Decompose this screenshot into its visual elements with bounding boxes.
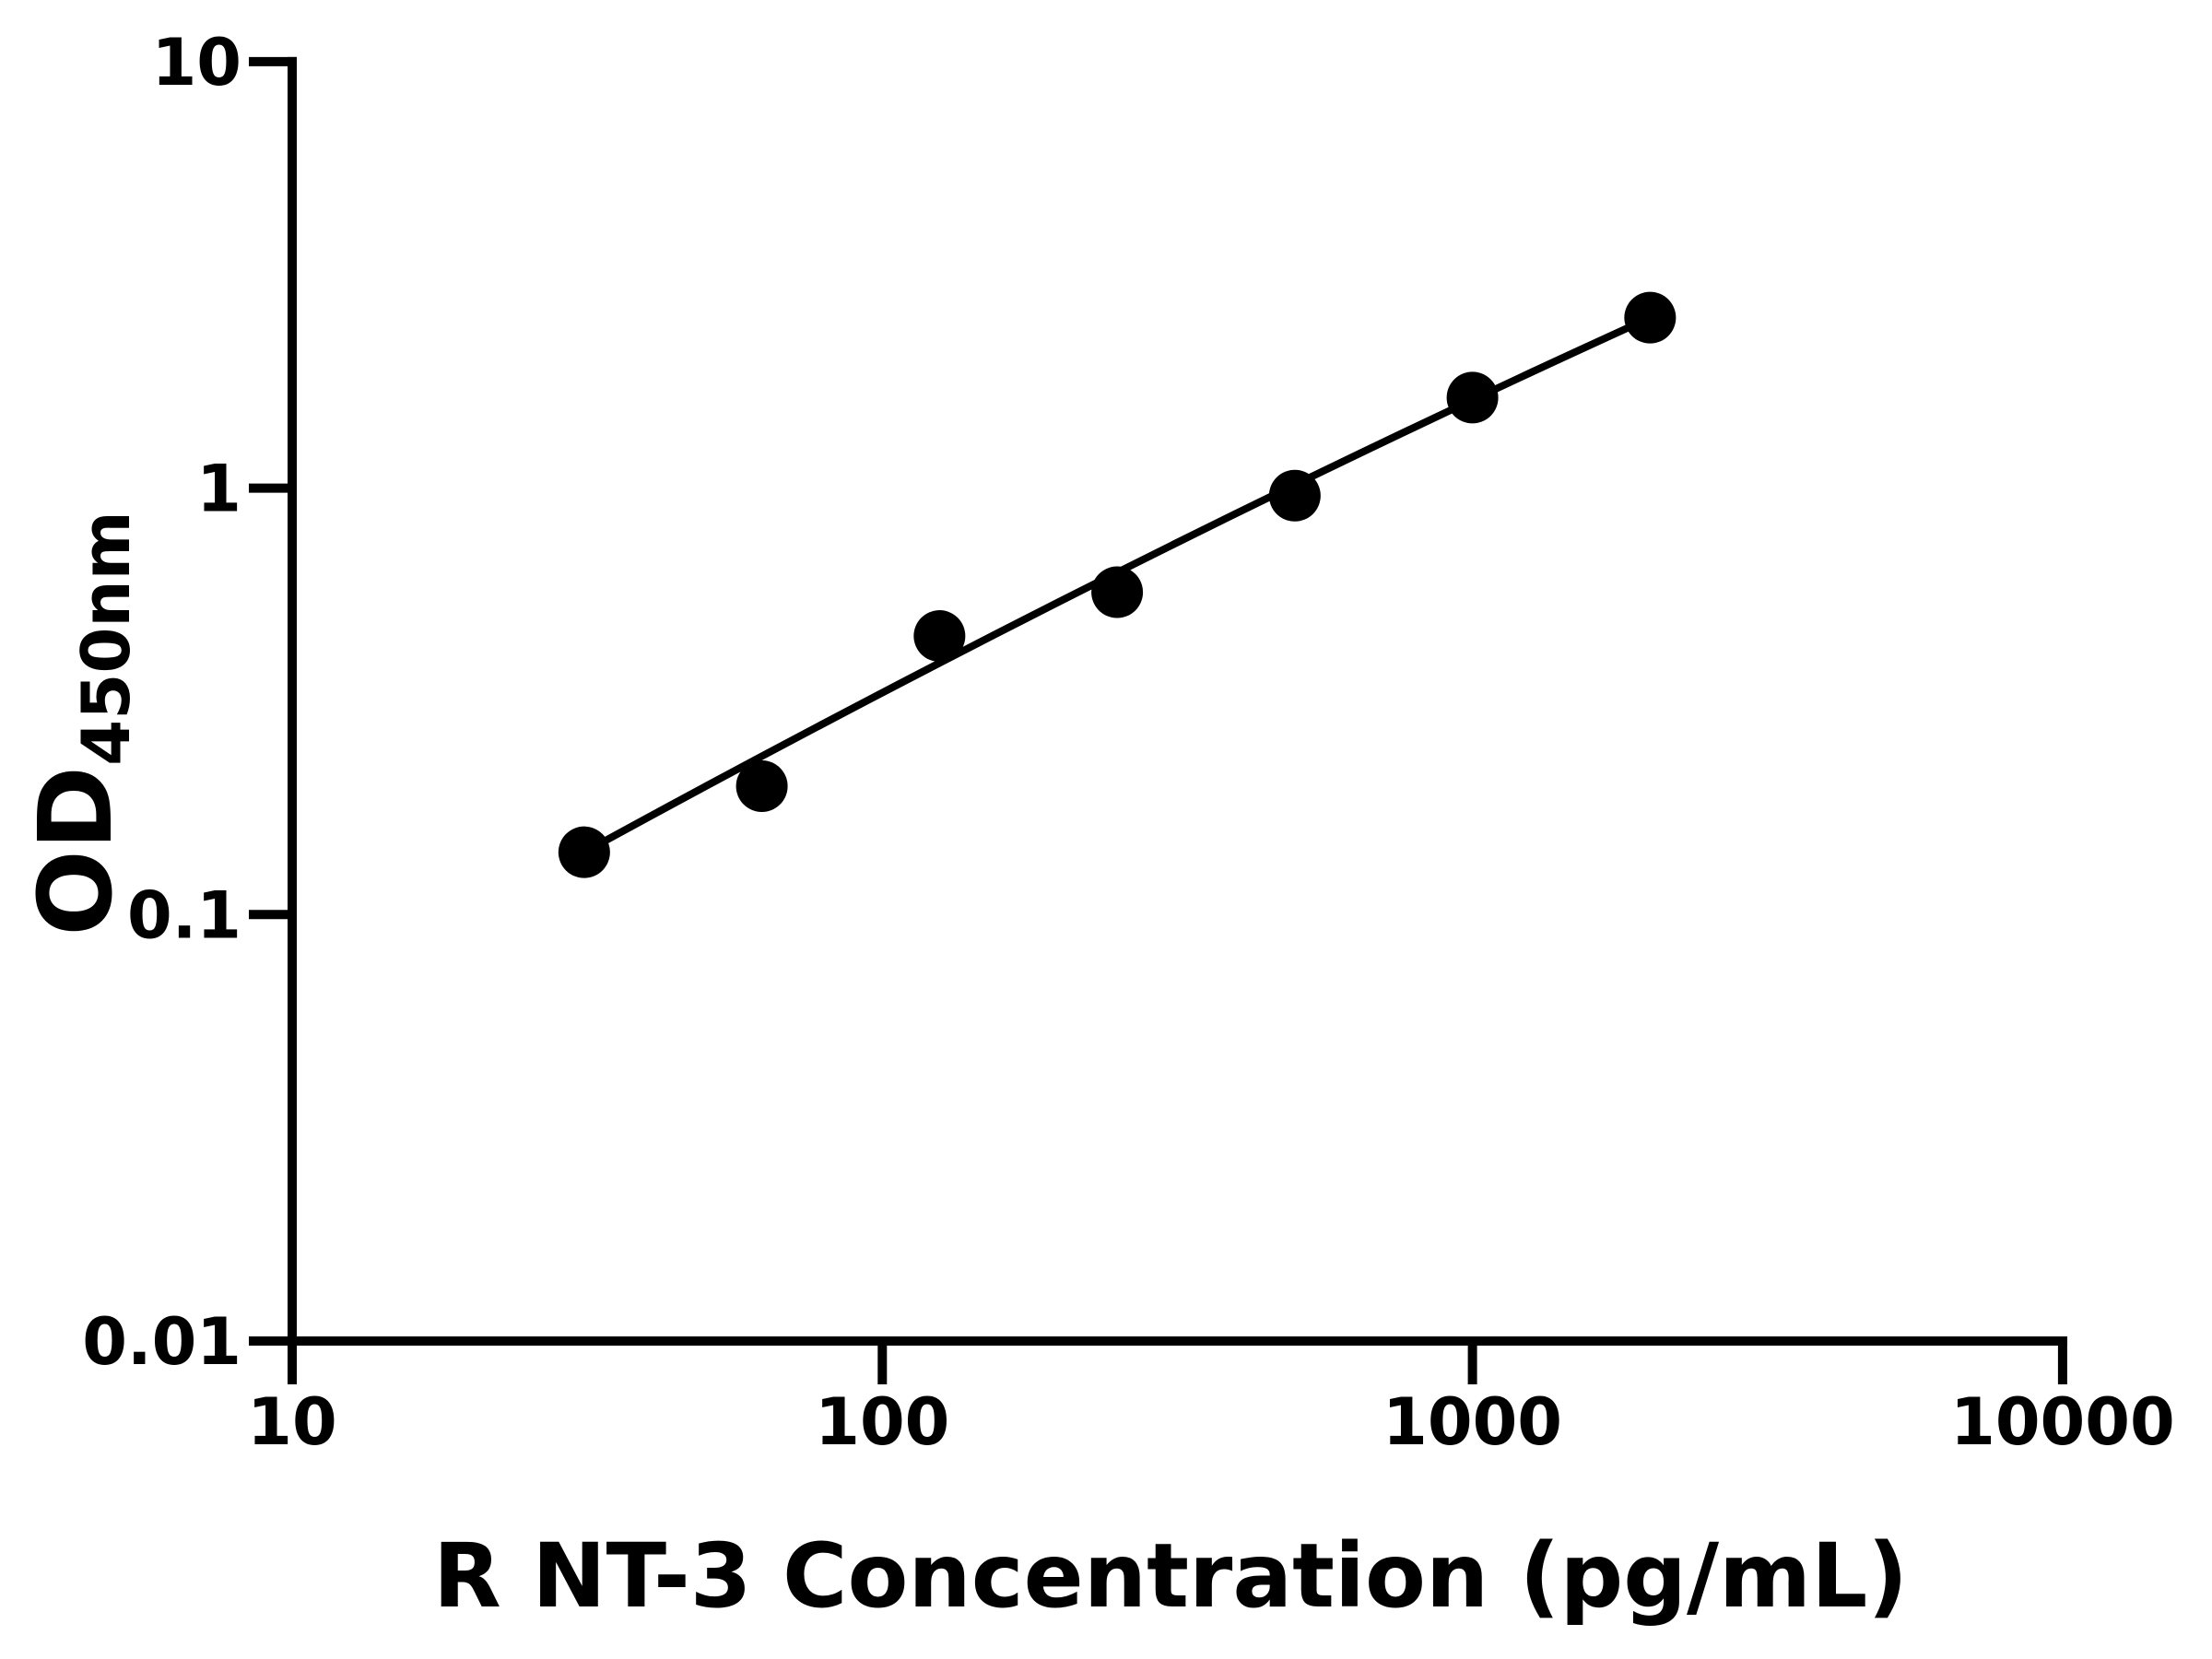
- data-point: [1624, 291, 1677, 344]
- data-point: [1091, 566, 1144, 618]
- y-tick-label: 0.1: [127, 877, 241, 953]
- x-tick-label: 10000: [1950, 1384, 2175, 1460]
- data-point: [913, 610, 966, 663]
- data-point: [558, 826, 610, 878]
- data-point: [1268, 469, 1321, 522]
- data-point: [735, 760, 788, 813]
- y-tick-label: 1: [196, 452, 241, 527]
- y-tick-label: 10: [152, 25, 241, 100]
- y-axis-title-main: OD: [17, 765, 135, 936]
- x-axis-title: R NT-3 Concentration (pg/mL): [432, 1524, 1909, 1628]
- y-axis-title-subscript: 450nm: [67, 511, 145, 766]
- x-tick-label: 10: [247, 1384, 336, 1460]
- y-axis-title: OD450nm: [17, 511, 145, 936]
- x-tick-label: 1000: [1382, 1384, 1562, 1460]
- data-point: [1446, 371, 1499, 424]
- x-tick-label: 100: [815, 1384, 949, 1460]
- y-tick-label: 0.01: [82, 1304, 241, 1380]
